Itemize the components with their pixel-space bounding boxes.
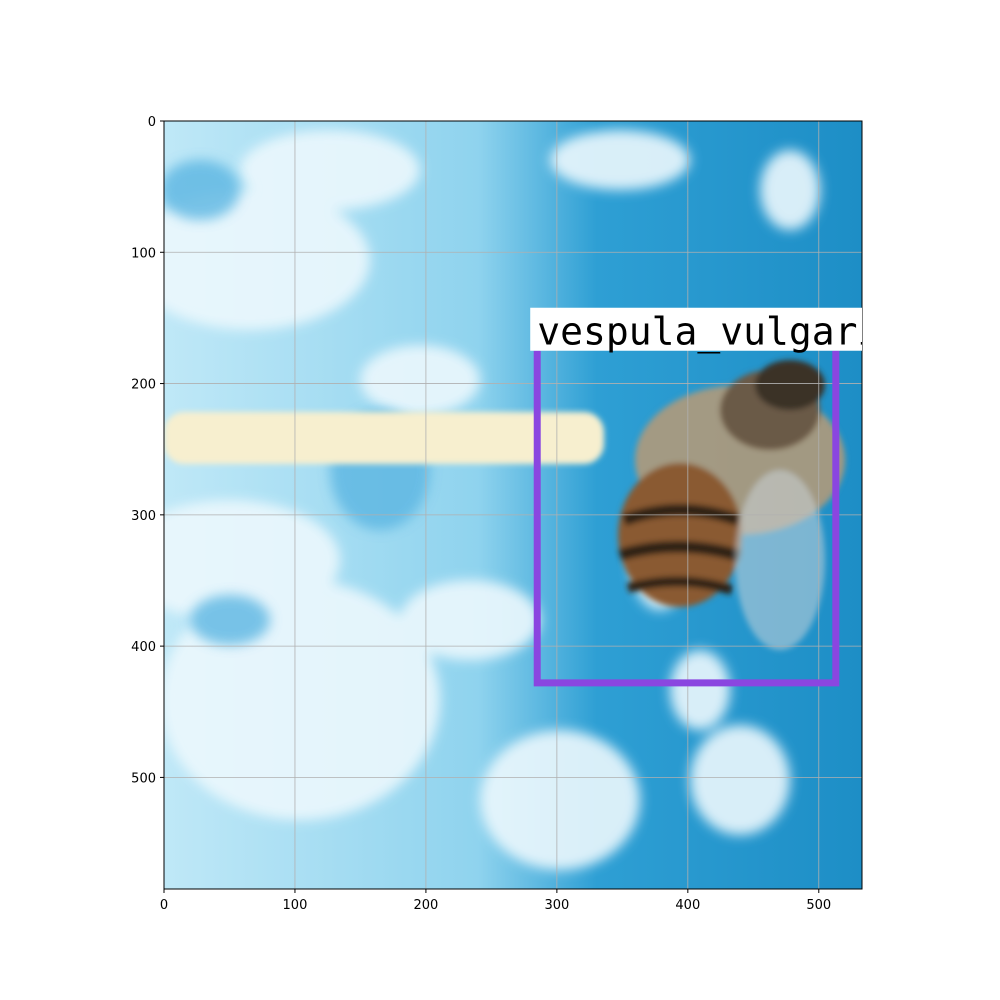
bounding-box [533, 350, 840, 687]
x-tick-label: 0 [160, 898, 168, 913]
y-tick-label: 200 [131, 378, 156, 393]
axes-frame [163, 120, 863, 890]
y-tick-label: 0 [148, 115, 156, 130]
y-tick-label: 400 [131, 640, 156, 655]
label-background [530, 307, 862, 351]
y-tick-label: 300 [131, 509, 156, 524]
y-tick-label: 500 [131, 771, 156, 786]
y-axis: 0 100 200 300 400 500 [131, 115, 164, 786]
x-tick-label: 400 [675, 898, 700, 913]
photo [164, 121, 862, 889]
x-tick-label: 200 [413, 898, 438, 913]
x-tick-label: 300 [544, 898, 569, 913]
y-tick-label: 100 [131, 246, 156, 261]
detection-overlay: vespula_vulgaris [530, 307, 903, 687]
x-tick-label: 500 [806, 898, 831, 913]
x-tick-label: 100 [283, 898, 308, 913]
x-axis: 0 100 200 300 400 500 [160, 889, 831, 913]
wooden-stick [164, 412, 604, 464]
detection-label: vespula_vulgaris [537, 310, 903, 355]
